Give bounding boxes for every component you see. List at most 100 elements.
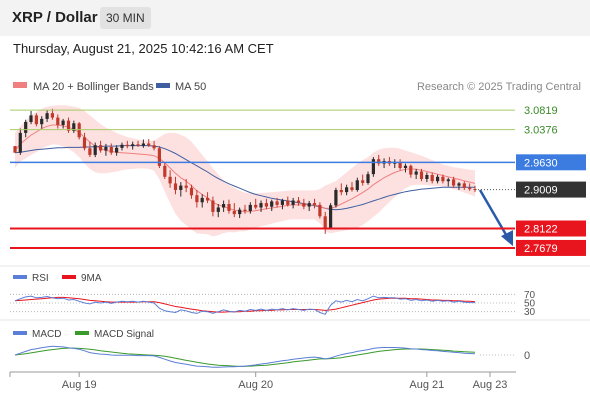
candle-body [61, 120, 65, 125]
time-axis: Aug 19 Aug 20 Aug 21 Aug 23 [9, 372, 508, 391]
candle-body [398, 161, 402, 168]
candle-body [184, 185, 188, 188]
candle-body [168, 176, 172, 184]
current-label-3: 2.9009 [524, 185, 558, 197]
candle-body [377, 159, 381, 164]
candle-body [254, 204, 258, 208]
candle-body [222, 204, 226, 208]
candle-body [291, 200, 295, 205]
candle-body [179, 185, 183, 190]
candle-body [339, 190, 343, 193]
candle-body [312, 203, 317, 205]
candle-body [307, 203, 311, 207]
candle-body [243, 209, 247, 211]
candle-body [238, 209, 242, 215]
candle-body [280, 200, 284, 205]
candle-body [457, 183, 461, 186]
rsi-level-label-50: 50 [524, 299, 536, 310]
candle-body [296, 200, 301, 204]
candle-body [163, 165, 167, 177]
candle-body [323, 216, 327, 229]
candle-body [355, 180, 359, 190]
time-tick-label-1: Aug 20 [238, 379, 273, 391]
macd-zero-label: 0 [524, 350, 530, 362]
candle-body [345, 187, 349, 193]
pivot-label-box-2 [516, 154, 586, 171]
candle-body [99, 145, 103, 151]
candle-body [334, 190, 338, 206]
bollinger-band-area [15, 105, 475, 237]
candle-body [441, 176, 445, 182]
report-datetime: Thursday, August 21, 2025 10:42:16 AM CE… [13, 41, 274, 56]
support-label-5: 2.7679 [524, 243, 558, 255]
candle-body [452, 179, 456, 186]
candle-body [56, 117, 60, 126]
candle-body [109, 147, 113, 153]
candle-body [371, 159, 375, 175]
candle-body [436, 176, 440, 182]
candle-body [286, 200, 290, 205]
candle-body [195, 195, 199, 203]
candle-body [462, 183, 466, 188]
rsi-level-label-30: 30 [524, 307, 536, 318]
candle-body [88, 148, 92, 155]
candle-body [136, 144, 140, 146]
macd-line [14, 345, 476, 368]
candle-body [232, 211, 236, 215]
candle-body [189, 187, 194, 196]
candle-body [125, 144, 129, 147]
candle-body [66, 120, 71, 131]
candle-body [211, 200, 215, 212]
rsi-ma-legend-label: 9MA [81, 273, 102, 284]
candle-body [227, 204, 231, 211]
ma50-line [14, 145, 475, 211]
candle-body [18, 132, 22, 153]
candle-body [430, 175, 434, 182]
price-levels: 3.0819 3.0376 2.9630 2.9009 2.8122 2.7679 [10, 105, 586, 256]
rsi-legend-label: RSI [32, 273, 49, 284]
credit-label: Research © 2025 Trading Central [417, 81, 581, 93]
candle-body [425, 175, 429, 179]
candle-body [216, 207, 220, 212]
ma50-legend-swatch [156, 83, 170, 88]
candle-body [93, 145, 97, 155]
candle-body [275, 201, 279, 205]
support-label-box-4 [516, 220, 586, 237]
candle-body [131, 144, 135, 147]
candle-body [104, 147, 108, 151]
candle-body [120, 144, 124, 148]
candle-body [419, 171, 424, 179]
candle-body [157, 148, 161, 166]
rsi-ma-line [14, 296, 476, 313]
macd-plot-area: 0 [14, 345, 530, 368]
candle-body [29, 115, 33, 122]
rsi-line [14, 295, 475, 315]
macd-legend-label: MACD [32, 329, 61, 340]
forecast-arrow-shaft [478, 189, 510, 239]
candle-body [141, 143, 145, 146]
time-tick-label-2: Aug 21 [409, 379, 444, 391]
time-tick-label-3: Aug 23 [473, 379, 508, 391]
candle-body [45, 113, 49, 119]
candle-body [318, 204, 322, 217]
candle-body [409, 165, 413, 175]
candle-body [248, 204, 252, 211]
candle-body [13, 146, 17, 153]
support-label-box-5 [516, 239, 586, 256]
time-tick-label-0: Aug 19 [62, 379, 97, 391]
instrument-title: XRP / Dollar [12, 9, 98, 26]
ma50-legend-label: MA 50 [175, 81, 206, 93]
candle-body [259, 203, 263, 208]
candle-body [82, 137, 87, 149]
ma20-bb-legend-swatch [13, 82, 27, 88]
candle-body [34, 115, 38, 125]
timeframe-badge[interactable]: 30 MIN [100, 7, 151, 29]
candle-body [366, 174, 370, 183]
candle-body [72, 123, 76, 131]
candle-body [206, 197, 210, 201]
candle-body [270, 201, 274, 207]
rsi-ma-legend-swatch [62, 275, 76, 279]
candle-body [147, 143, 151, 146]
